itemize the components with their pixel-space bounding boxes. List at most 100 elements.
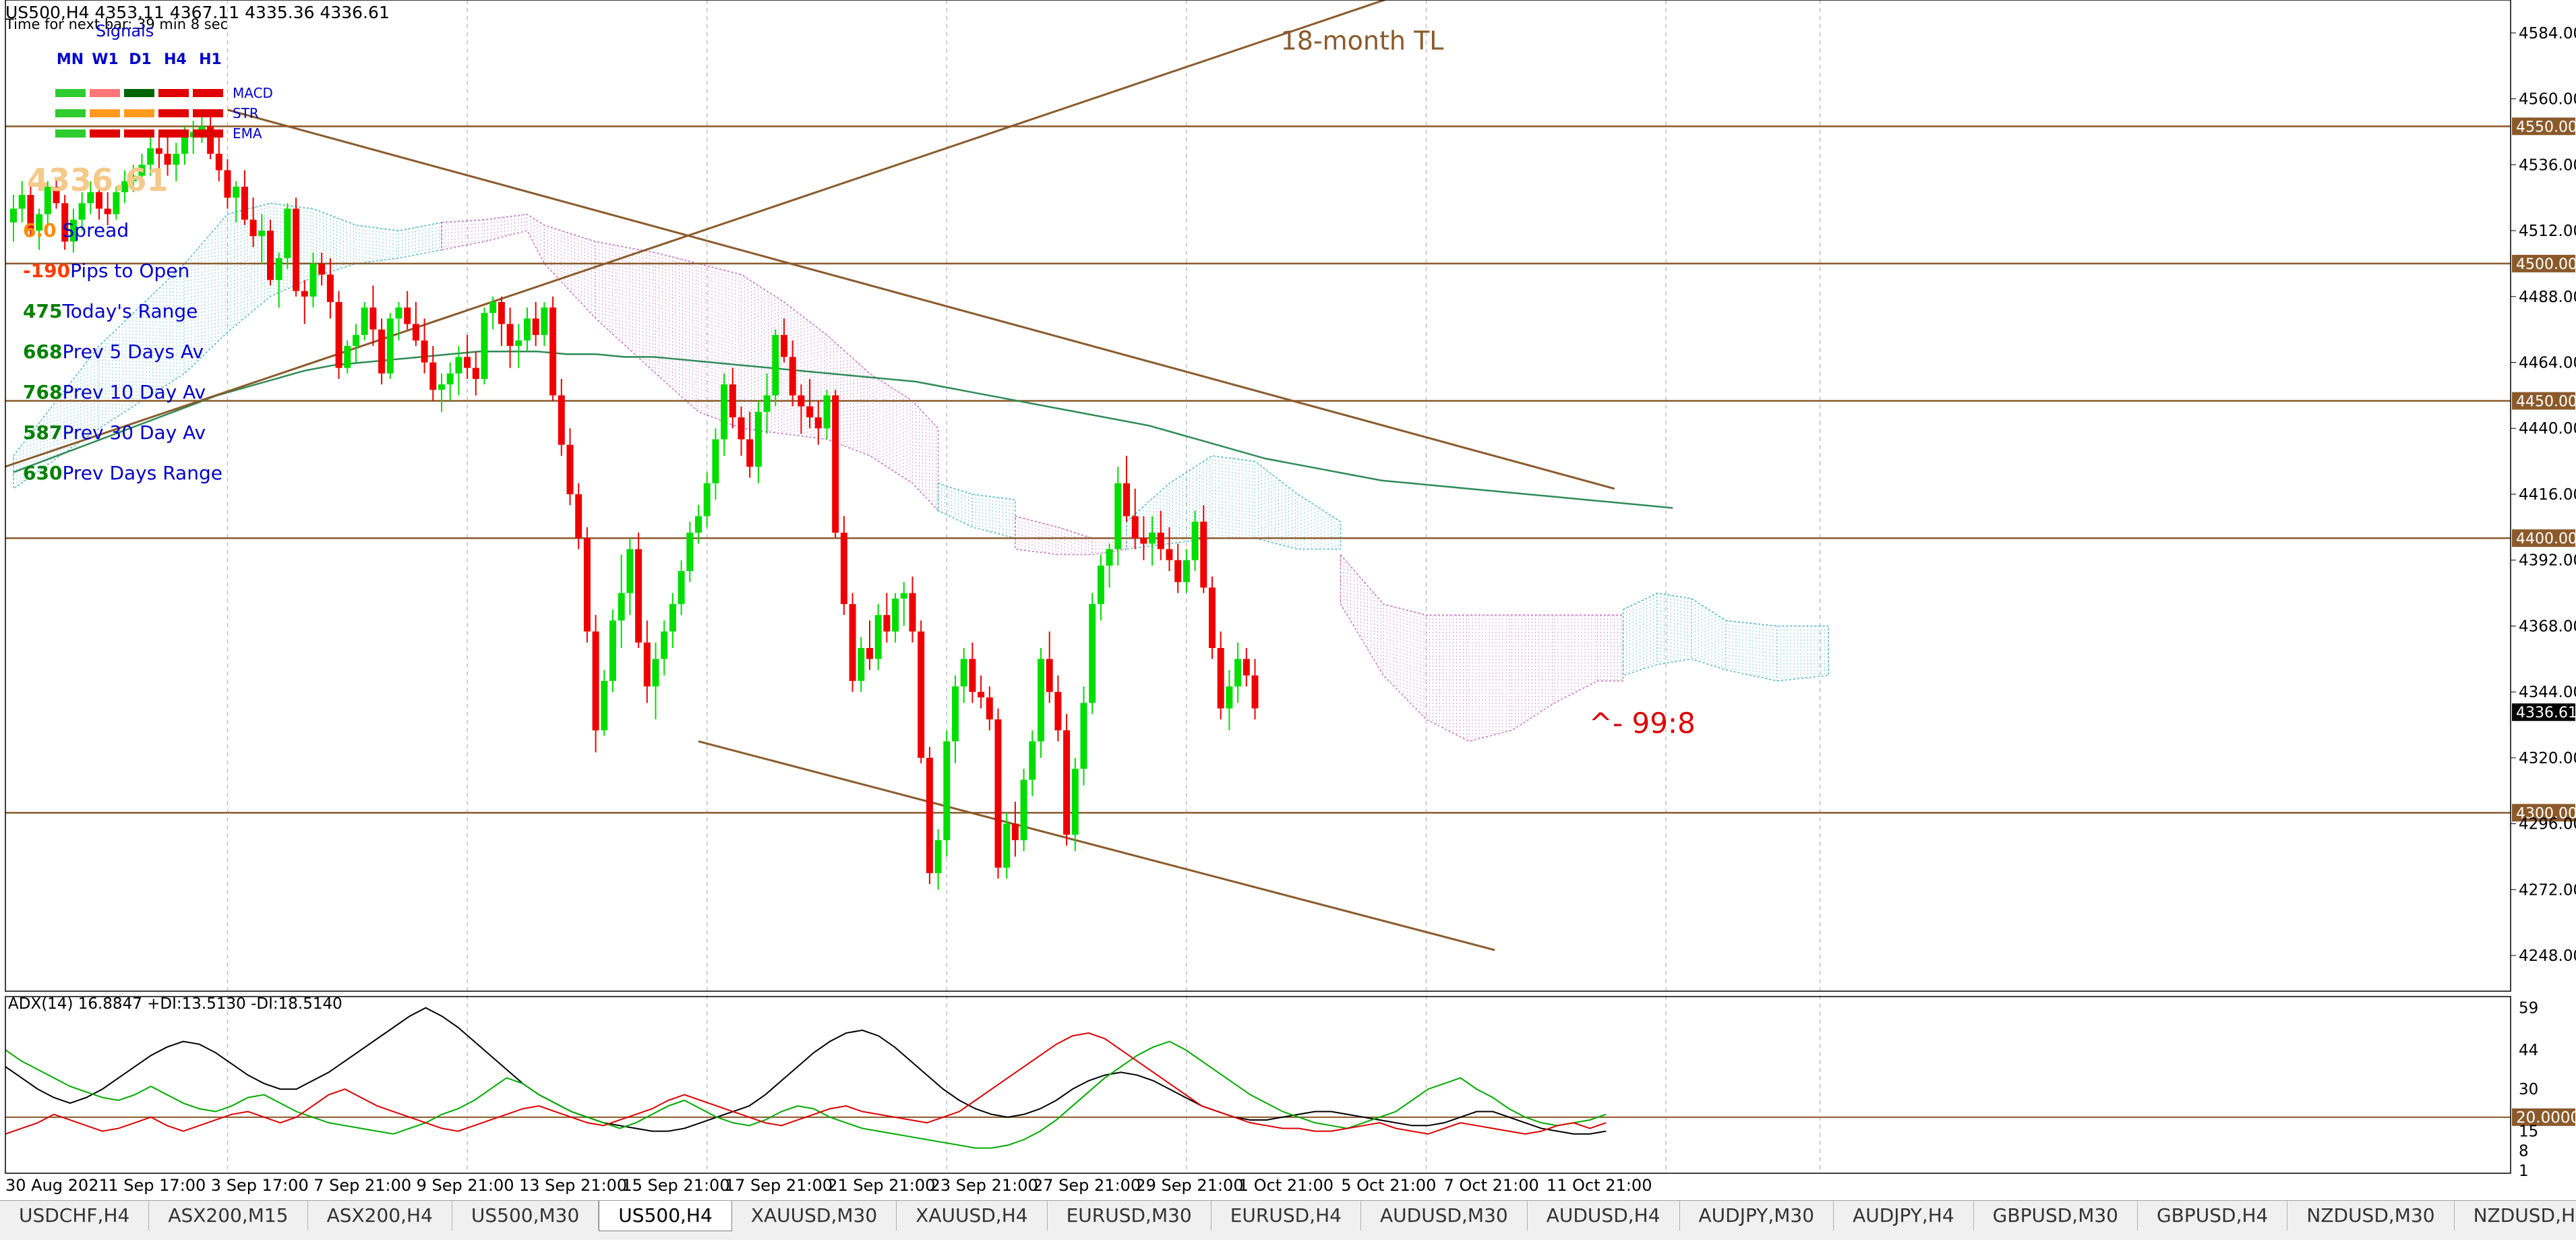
signal-col-h4: H4: [164, 51, 187, 68]
horizontal-levels-layer: 4550.00 4500.00 4450.00 4400.00 4300.00 4336.…: [5, 117, 2576, 822]
stat-label: Spread: [62, 219, 129, 241]
stat-label: Prev 30 Day Av: [62, 421, 206, 444]
candle-body: [943, 741, 951, 841]
signal-cell: [158, 89, 189, 97]
countdown-annotation: ^- 99:8: [1589, 707, 1696, 740]
chart-tab[interactable]: XAUUSD,H4: [897, 1201, 1048, 1231]
candle-body: [361, 307, 368, 335]
candle-body: [952, 686, 959, 742]
trendline-annotation: 18-month TL: [1281, 26, 1444, 55]
date-tick-label: 27 Sep 21:00: [1033, 1176, 1141, 1195]
chart-tab[interactable]: USDCHF,H4: [0, 1201, 150, 1231]
chart-tab[interactable]: AUDUSD,H4: [1528, 1201, 1680, 1231]
adx-line: [5, 1007, 1607, 1135]
candle-body: [515, 340, 522, 347]
cloud-outline: [1340, 553, 1624, 742]
candle-body: [1054, 692, 1062, 731]
candle-body: [164, 154, 171, 165]
signal-row-macd: MACD: [55, 85, 273, 101]
signal-cell: [158, 129, 189, 138]
chart-tab[interactable]: GBPUSD,M30: [1974, 1201, 2138, 1231]
chart-tab[interactable]: NZDUSD,H4: [2455, 1201, 2576, 1231]
minus-di-line: [5, 1032, 1607, 1135]
signal-cell: [55, 109, 86, 117]
candle-body: [224, 170, 231, 198]
candle-body: [661, 631, 668, 659]
candle-body: [386, 318, 394, 374]
date-tick-label: 13 Sep 21:00: [519, 1176, 627, 1195]
candle-body: [601, 680, 608, 731]
chart-tab[interactable]: US500,H4: [599, 1201, 732, 1231]
price-tick-label: 4440.00: [2519, 420, 2576, 438]
stat-pips-to-open: -190Pips to Open: [23, 260, 189, 282]
candle-body: [1174, 560, 1182, 583]
chart-tab[interactable]: US500,M30: [452, 1201, 599, 1231]
candle-body: [969, 659, 976, 692]
plus-di-line: [5, 1040, 1607, 1149]
candle-body: [1106, 549, 1113, 566]
candle-body: [1217, 647, 1224, 709]
adx-panel-layer: ADX(14) 16.8847 +DI:13.5130 -DI:18.5140 5…: [5, 995, 2576, 1180]
candle-body: [275, 258, 282, 281]
signal-cell: [90, 129, 120, 138]
candle-body: [772, 334, 779, 396]
date-tick-label: 21 Sep 21:00: [827, 1176, 935, 1195]
signal-cell: [193, 109, 223, 117]
candle-body: [10, 208, 17, 223]
candle-body: [823, 395, 831, 429]
level-price-label: 4300.00: [2516, 805, 2576, 822]
candle-body: [1251, 675, 1259, 709]
candle-body: [318, 263, 326, 275]
candle-body: [326, 274, 334, 302]
price-tick-label: 4584.00: [2519, 25, 2576, 42]
candle-body: [27, 195, 34, 231]
candle-body: [729, 384, 736, 417]
adx-tick-label: 20.0000: [2516, 1109, 2576, 1127]
adx-label: ADX(14) 16.8847 +DI:13.5130 -DI:18.5140: [8, 995, 342, 1013]
signal-row-label: STR: [233, 105, 259, 121]
candle-body: [233, 186, 240, 198]
cloud-outline: [1015, 515, 1127, 556]
chart-tab[interactable]: EURUSD,H4: [1211, 1201, 1361, 1231]
candle-body: [421, 340, 428, 363]
stat-value: 768: [23, 381, 63, 403]
stat-value: 587: [23, 421, 63, 444]
candle-body: [1011, 823, 1019, 841]
chart-tab[interactable]: EURUSD,M30: [1048, 1201, 1211, 1231]
candle-body: [472, 367, 479, 379]
candle-body: [1200, 521, 1207, 588]
candle-body: [293, 208, 300, 291]
chart-tab[interactable]: NZDUSD,M30: [2287, 1201, 2455, 1231]
stat-value: 668: [23, 341, 63, 363]
trendline: [4, 0, 1388, 468]
price-chart[interactable]: 4550.00 4500.00 4450.00 4400.00 4300.00 4336.…: [0, 0, 2576, 1200]
signal-cell: [193, 129, 223, 138]
stat-todays-range: 475Today's Range: [23, 300, 198, 322]
chart-tab[interactable]: GBPUSD,H4: [2138, 1201, 2288, 1231]
chart-tab[interactable]: AUDJPY,H4: [1834, 1201, 1974, 1231]
candle-body: [78, 203, 86, 220]
price-tick-label: 4344.00: [2519, 684, 2576, 701]
candle-body: [1020, 779, 1027, 841]
candle-body: [1038, 659, 1044, 742]
chart-tab[interactable]: XAUUSD,M30: [732, 1201, 897, 1231]
candle-body: [87, 192, 94, 204]
stat-prev-days-range: 630Prev Days Range: [23, 462, 222, 484]
candle-body: [1123, 483, 1130, 516]
chart-tab[interactable]: AUDUSD,M30: [1361, 1201, 1528, 1231]
stat-prev-30-day: 587Prev 30 Day Av: [23, 421, 206, 444]
candle-body: [686, 532, 694, 571]
chart-tab[interactable]: ASX200,M15: [149, 1201, 308, 1231]
chart-tab[interactable]: AUDJPY,M30: [1680, 1201, 1834, 1231]
candle-body: [781, 334, 787, 357]
price-tick-label: 4536.00: [2519, 156, 2576, 174]
level-price-label: 4500.00: [2516, 256, 2576, 273]
candle-body: [1166, 549, 1173, 560]
chart-tab[interactable]: ASX200,H4: [308, 1201, 452, 1231]
candle-body: [155, 148, 162, 154]
signal-col-w1: W1: [92, 51, 119, 68]
signal-cell: [55, 129, 86, 138]
candle-body: [53, 186, 60, 204]
level-price-label: 4550.00: [2516, 119, 2576, 136]
level-price-tag: [2512, 117, 2575, 136]
